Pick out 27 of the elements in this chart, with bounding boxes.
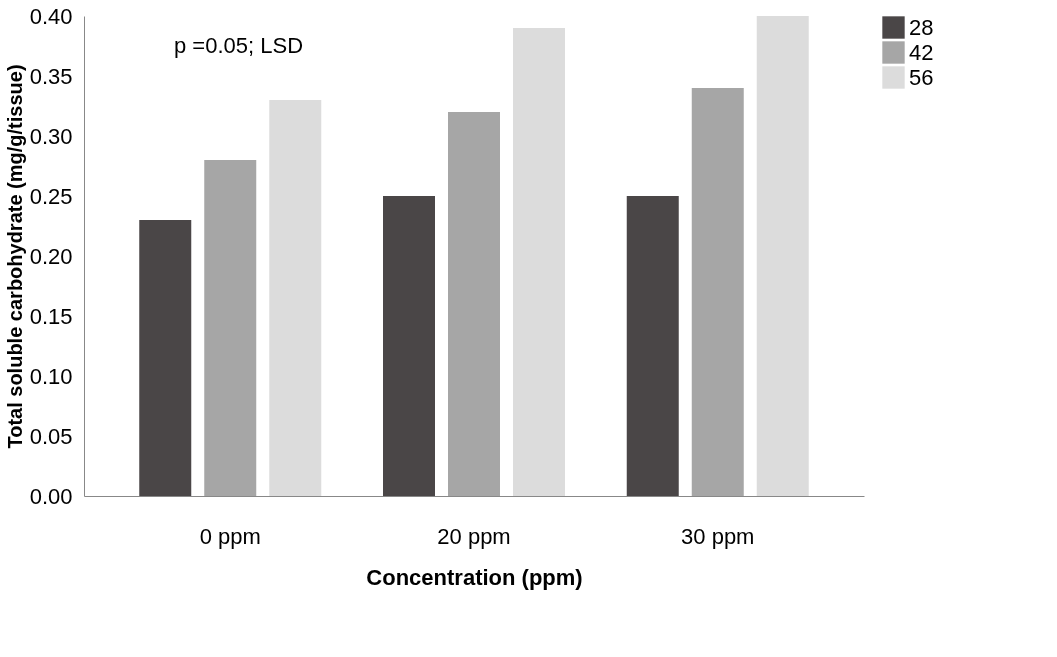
y-tick-label: 0.05 bbox=[29, 423, 73, 449]
y-tick-label: 0.15 bbox=[29, 303, 73, 329]
y-tick-label: 0.40 bbox=[29, 3, 73, 29]
x-tick-label: 20 ppm bbox=[437, 523, 511, 549]
bar bbox=[139, 220, 192, 496]
y-tick-label: 0.20 bbox=[29, 243, 73, 269]
x-tick-label: 0 ppm bbox=[199, 523, 261, 549]
y-tick-label: 0.10 bbox=[29, 363, 73, 389]
legend-label: 42 bbox=[909, 39, 934, 65]
bar bbox=[513, 28, 565, 496]
bar bbox=[756, 16, 809, 496]
legend-label: 56 bbox=[909, 64, 934, 90]
y-axis-title: Total soluble carbohydrate (mg/g/tissue) bbox=[3, 64, 26, 449]
bar bbox=[204, 160, 257, 496]
bar bbox=[626, 196, 679, 496]
bar bbox=[448, 112, 500, 496]
y-tick-label: 0.35 bbox=[29, 63, 73, 89]
bar bbox=[383, 196, 435, 496]
bar bbox=[691, 88, 744, 496]
x-axis-title: Concentration (ppm) bbox=[366, 564, 583, 590]
y-tick-label: 0.30 bbox=[29, 123, 73, 149]
x-tick-label: 30 ppm bbox=[681, 523, 755, 549]
bar bbox=[269, 100, 322, 496]
annotation: p =0.05; LSD bbox=[174, 33, 304, 58]
y-tick-label: 0.25 bbox=[29, 183, 73, 209]
y-tick-label: 0.00 bbox=[29, 483, 73, 509]
legend-label: 28 bbox=[909, 14, 934, 40]
